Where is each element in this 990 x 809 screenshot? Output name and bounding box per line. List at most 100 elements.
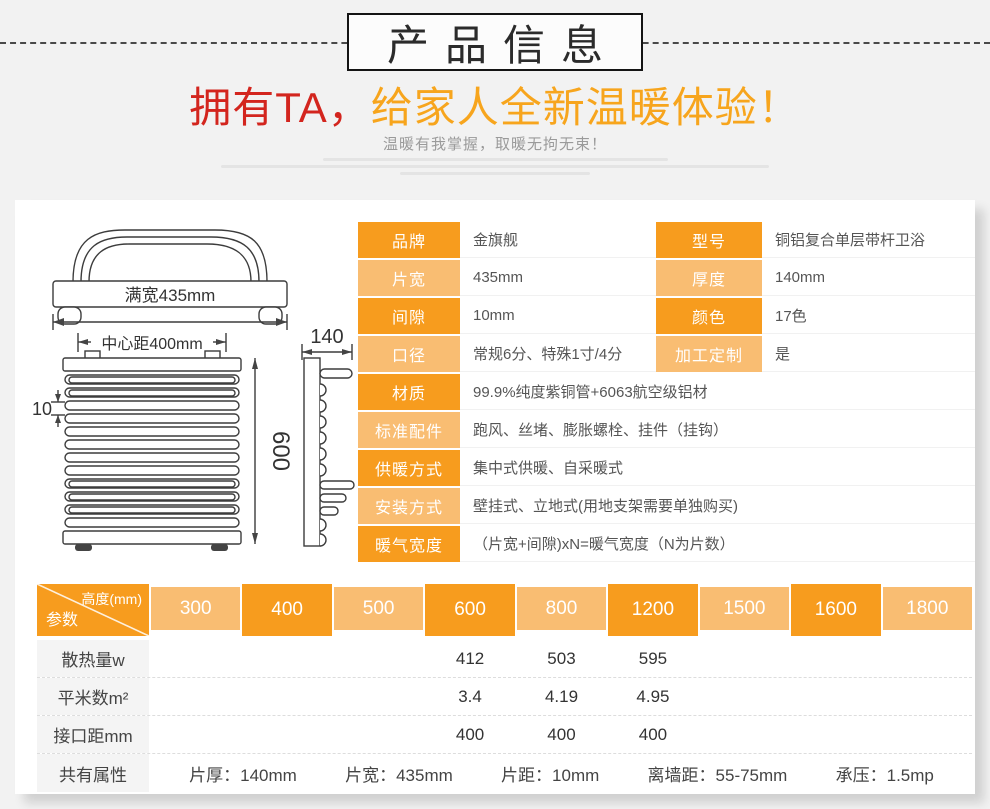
spec-label: 口径 bbox=[358, 336, 460, 372]
spec-value: 壁挂式、立地式(用地支架需要单独购买) bbox=[460, 488, 975, 524]
spec-row: 暖气宽度 （片宽+间隙)xN=暖气宽度（N为片数） bbox=[358, 526, 975, 562]
spec-value: 140mm bbox=[762, 260, 975, 296]
hero-headline: 拥有TA，给家人全新温暖体验！ bbox=[0, 74, 990, 135]
height-column-header: 1800 bbox=[882, 587, 972, 630]
parameter-table: 高度(mm) 参数 300 400 500 600 800 1200 1500 … bbox=[37, 584, 972, 792]
table-cell bbox=[151, 716, 240, 753]
spec-value: 铜铝复合单层带杆卫浴 bbox=[762, 222, 975, 258]
spec-label: 标准配件 bbox=[358, 412, 460, 448]
spec-label: 供暖方式 bbox=[358, 450, 460, 486]
parameter-table-body: 散热量w 412 503 595 平米数m² 3.4 4.19 4.95 bbox=[37, 640, 972, 792]
spec-label: 品牌 bbox=[358, 222, 460, 258]
spec-row: 片宽 435mm 厚度 140mm bbox=[358, 260, 975, 296]
table-cell bbox=[334, 640, 423, 677]
table-cell bbox=[791, 678, 880, 715]
table-row: 接口距mm 400 400 400 bbox=[37, 716, 972, 754]
table-cell bbox=[151, 678, 240, 715]
spec-label: 间隙 bbox=[358, 298, 460, 334]
table-row: 散热量w 412 503 595 bbox=[37, 640, 972, 678]
height-column-header: 300 bbox=[151, 587, 241, 630]
spec-value: （片宽+间隙)xN=暖气宽度（N为片数） bbox=[460, 526, 975, 562]
spec-value: 金旗舰 bbox=[460, 222, 656, 258]
dim-label-center-distance: 中心距400mm bbox=[101, 335, 202, 353]
dim-label-depth: 140 bbox=[310, 326, 343, 348]
dim-label-full-width: 满宽435mm bbox=[125, 286, 216, 305]
height-column-header: 800 bbox=[516, 587, 607, 630]
blurred-fine-print-line bbox=[322, 158, 668, 161]
spec-label: 材质 bbox=[358, 374, 460, 410]
spec-row: 标准配件 跑风、丝堵、膨胀螺栓、挂件（挂钩） bbox=[358, 412, 975, 448]
spec-value: 集中式供暖、自采暖式 bbox=[460, 450, 975, 486]
spec-row: 口径 常规6分、特殊1寸/4分 加工定制 是 bbox=[358, 336, 975, 372]
spec-label: 安装方式 bbox=[358, 488, 460, 524]
product-card: 满宽435mm 中心距400mm bbox=[15, 200, 975, 794]
spec-label: 型号 bbox=[656, 222, 762, 258]
table-cell bbox=[334, 716, 423, 753]
spec-row: 间隙 10mm 颜色 17色 bbox=[358, 298, 975, 334]
row-label: 散热量w bbox=[37, 640, 149, 677]
spec-value: 10mm bbox=[460, 298, 656, 334]
table-cell bbox=[791, 640, 880, 677]
table-cell: 4.19 bbox=[544, 686, 579, 706]
dim-label-height: 600 bbox=[267, 431, 294, 471]
spec-row: 安装方式 壁挂式、立地式(用地支架需要单独购买) bbox=[358, 488, 975, 524]
product-info-banner: 产品信息 bbox=[347, 13, 643, 71]
spec-value: 常规6分、特殊1寸/4分 bbox=[460, 336, 656, 372]
height-column-header: 600 bbox=[425, 584, 515, 636]
height-column-header: 1600 bbox=[791, 584, 881, 636]
table-cell: 400 bbox=[547, 724, 576, 744]
blurred-fine-print-line bbox=[400, 172, 590, 175]
spec-label: 暖气宽度 bbox=[358, 526, 460, 562]
height-column-header: 400 bbox=[242, 584, 332, 636]
spec-value: 是 bbox=[762, 336, 975, 372]
common-attribute: 片宽：435mm bbox=[345, 765, 453, 785]
spec-value: 99.9%纯度紫铜管+6063航空级铝材 bbox=[460, 374, 975, 410]
table-cell bbox=[883, 640, 972, 677]
spec-row: 材质 99.9%纯度紫铜管+6063航空级铝材 bbox=[358, 374, 975, 410]
table-row: 平米数m² 3.4 4.19 4.95 bbox=[37, 678, 972, 716]
table-cell: 595 bbox=[638, 648, 668, 668]
corner-label-height: 高度(mm) bbox=[81, 591, 142, 607]
common-attribute: 片厚：140mm bbox=[189, 765, 297, 785]
blurred-fine-print-line bbox=[221, 165, 769, 168]
spec-label: 加工定制 bbox=[656, 336, 762, 372]
common-attribute: 片距：10mm bbox=[501, 765, 600, 785]
table-cell bbox=[791, 716, 880, 753]
row-label: 共有属性 bbox=[37, 754, 149, 792]
table-cell bbox=[151, 640, 240, 677]
spec-row: 品牌 金旗舰 型号 铜铝复合单层带杆卫浴 bbox=[358, 222, 975, 258]
spec-value: 跑风、丝堵、膨胀螺栓、挂件（挂钩） bbox=[460, 412, 975, 448]
corner-label-param: 参数 bbox=[46, 612, 79, 629]
common-attributes-row: 共有属性 片厚：140mm 片宽：435mm 片距：10mm 离墙距：55-75… bbox=[37, 754, 972, 792]
common-attribute: 承压：1.5mp bbox=[835, 765, 934, 785]
table-cell bbox=[700, 678, 789, 715]
common-attribute: 离墙距：55-75mm bbox=[647, 765, 788, 785]
spec-label: 厚度 bbox=[656, 260, 762, 296]
banner-title: 产品信息 bbox=[386, 21, 619, 69]
table-cell bbox=[242, 640, 331, 677]
height-column-header: 500 bbox=[333, 587, 424, 630]
hero-subtitle: 温暖有我掌握，取暖无拘无束！ bbox=[382, 136, 607, 153]
common-attributes-list: 片厚：140mm 片宽：435mm 片距：10mm 离墙距：55-75mm 承压… bbox=[151, 754, 972, 792]
table-cell: 400 bbox=[638, 724, 668, 744]
parameter-table-header: 高度(mm) 参数 300 400 500 600 800 1200 1500 … bbox=[37, 584, 972, 636]
spec-table: 品牌 金旗舰 型号 铜铝复合单层带杆卫浴 片宽 435mm 厚度 140mm 间… bbox=[358, 222, 975, 582]
table-cell: 3.4 bbox=[458, 686, 482, 706]
spec-label: 颜色 bbox=[656, 298, 762, 334]
table-cell: 503 bbox=[547, 648, 576, 668]
hero-section: 产品信息 拥有TA，给家人全新温暖体验！ 温暖有我掌握，取暖无拘无束！ bbox=[0, 0, 990, 200]
spec-label: 片宽 bbox=[358, 260, 460, 296]
dim-label-gap: 10 bbox=[32, 399, 52, 419]
spec-value: 435mm bbox=[460, 260, 656, 296]
technical-drawing: 满宽435mm 中心距400mm bbox=[15, 222, 358, 582]
table-cell: 400 bbox=[455, 724, 485, 744]
row-label: 接口距mm bbox=[37, 716, 149, 753]
table-cell bbox=[883, 716, 972, 753]
fine-print-blur bbox=[0, 158, 990, 175]
spec-value: 17色 bbox=[762, 298, 975, 334]
headline-orange-part: 给家人全新温暖体验！ bbox=[370, 84, 801, 131]
row-label: 平米数m² bbox=[37, 678, 149, 715]
table-cell bbox=[700, 716, 789, 753]
table-cell: 412 bbox=[455, 648, 485, 668]
spec-row: 供暖方式 集中式供暖、自采暖式 bbox=[358, 450, 975, 486]
